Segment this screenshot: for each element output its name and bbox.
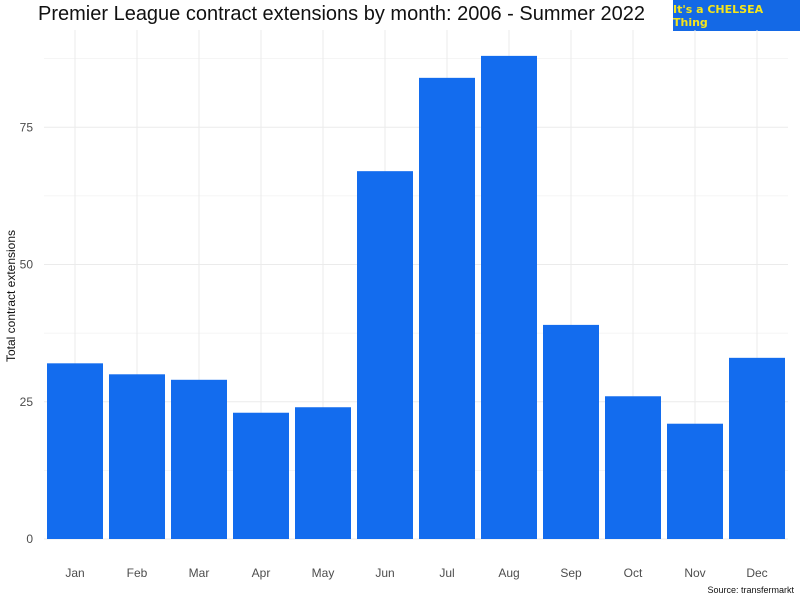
- x-tick-label: Oct: [624, 566, 643, 580]
- x-tick-label: Jul: [439, 566, 454, 580]
- y-tick-label: 25: [20, 395, 34, 409]
- y-tick-label: 50: [20, 258, 34, 272]
- x-tick-label: Aug: [498, 566, 519, 580]
- x-tick-label: May: [312, 566, 335, 580]
- bar-aug: [481, 55, 537, 539]
- x-tick-label: Apr: [252, 566, 271, 580]
- x-tick-label: Dec: [746, 566, 767, 580]
- x-tick-label: Mar: [189, 566, 210, 580]
- bar-nov: [667, 423, 723, 539]
- y-tick-label: 75: [20, 120, 34, 134]
- bar-oct: [605, 396, 661, 539]
- bar-jan: [47, 363, 103, 539]
- y-tick-label: 0: [26, 532, 33, 546]
- x-tick-label: Jun: [375, 566, 394, 580]
- x-tick-label: Jan: [65, 566, 84, 580]
- bar-may: [295, 407, 351, 539]
- bar-dec: [729, 357, 785, 539]
- source-note: Source: transfermarkt: [707, 585, 794, 595]
- bar-mar: [171, 379, 227, 539]
- chart-title: Premier League contract extensions by mo…: [38, 3, 645, 25]
- x-tick-label: Nov: [684, 566, 705, 580]
- bar-jul: [419, 77, 475, 539]
- bar-apr: [233, 412, 289, 539]
- brand-badge: It's a CHELSEA Thing: [673, 0, 800, 31]
- x-tick-label: Feb: [127, 566, 148, 580]
- bar-jun: [357, 171, 413, 540]
- x-tick-label: Sep: [560, 566, 582, 580]
- bar-feb: [109, 374, 165, 539]
- bar-sep: [543, 324, 599, 539]
